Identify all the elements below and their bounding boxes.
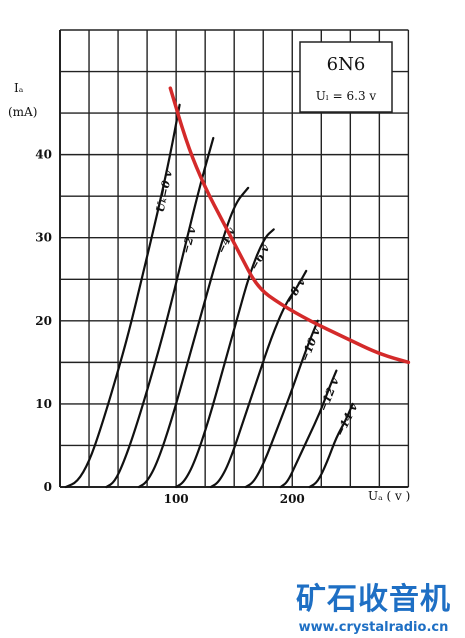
title-box [299,41,393,113]
load-line [168,86,411,365]
x-axis-label: Uₐ ( v ) [368,489,410,503]
curve-series-5 [244,319,319,489]
curve-series-7 [308,402,354,489]
chart-subtitle: Uₗ = 6.3 v [316,89,377,103]
y-tick-labels: 0 10 20 30 40 [35,148,52,494]
curve-label-0: Uₖ=0 v [154,169,175,214]
watermark-logo: 矿石收音机 www.crystalradio.cn [296,574,451,635]
y-axis-label-symbol: Iₐ [14,81,24,95]
x-tick-label: 100 [164,492,189,506]
watermark-url: www.crystalradio.cn [298,620,449,635]
chart-title: 6N6 [327,54,366,75]
y-tick-label: 0 [44,480,52,494]
y-tick-label: 20 [35,314,52,328]
load-line-path [168,86,411,365]
curve-labels: Uₖ=0 v−2 v −4 v−6 v−8 v−10 v−12 v−14 v [154,169,361,439]
x-tick-label: 200 [280,492,305,506]
curve-label-5: −10 v [298,326,323,364]
y-tick-label: 30 [35,231,52,245]
y-tick-label: 40 [35,148,52,162]
curve-series-6 [279,369,338,489]
curve-label-7: −14 v [333,401,360,438]
curve-series-2 [137,186,250,489]
x-tick-labels: 100 200 [164,492,305,506]
y-tick-label: 10 [35,397,52,411]
curve-series-0 [64,103,181,489]
y-axis-label-unit: (mA) [8,105,37,119]
curve-series-4 [209,269,308,489]
curve-label-4: −8 v [283,275,309,305]
curve-label-1: −2 v [179,225,199,255]
watermark-title: 矿石收音机 [296,582,451,617]
curve-series-1 [105,136,215,489]
grid-voltage-curves [64,103,354,489]
curve-series-3 [175,228,275,489]
curve-label-3: −6 v [248,242,273,273]
curve-label-6: −12 v [317,376,342,414]
